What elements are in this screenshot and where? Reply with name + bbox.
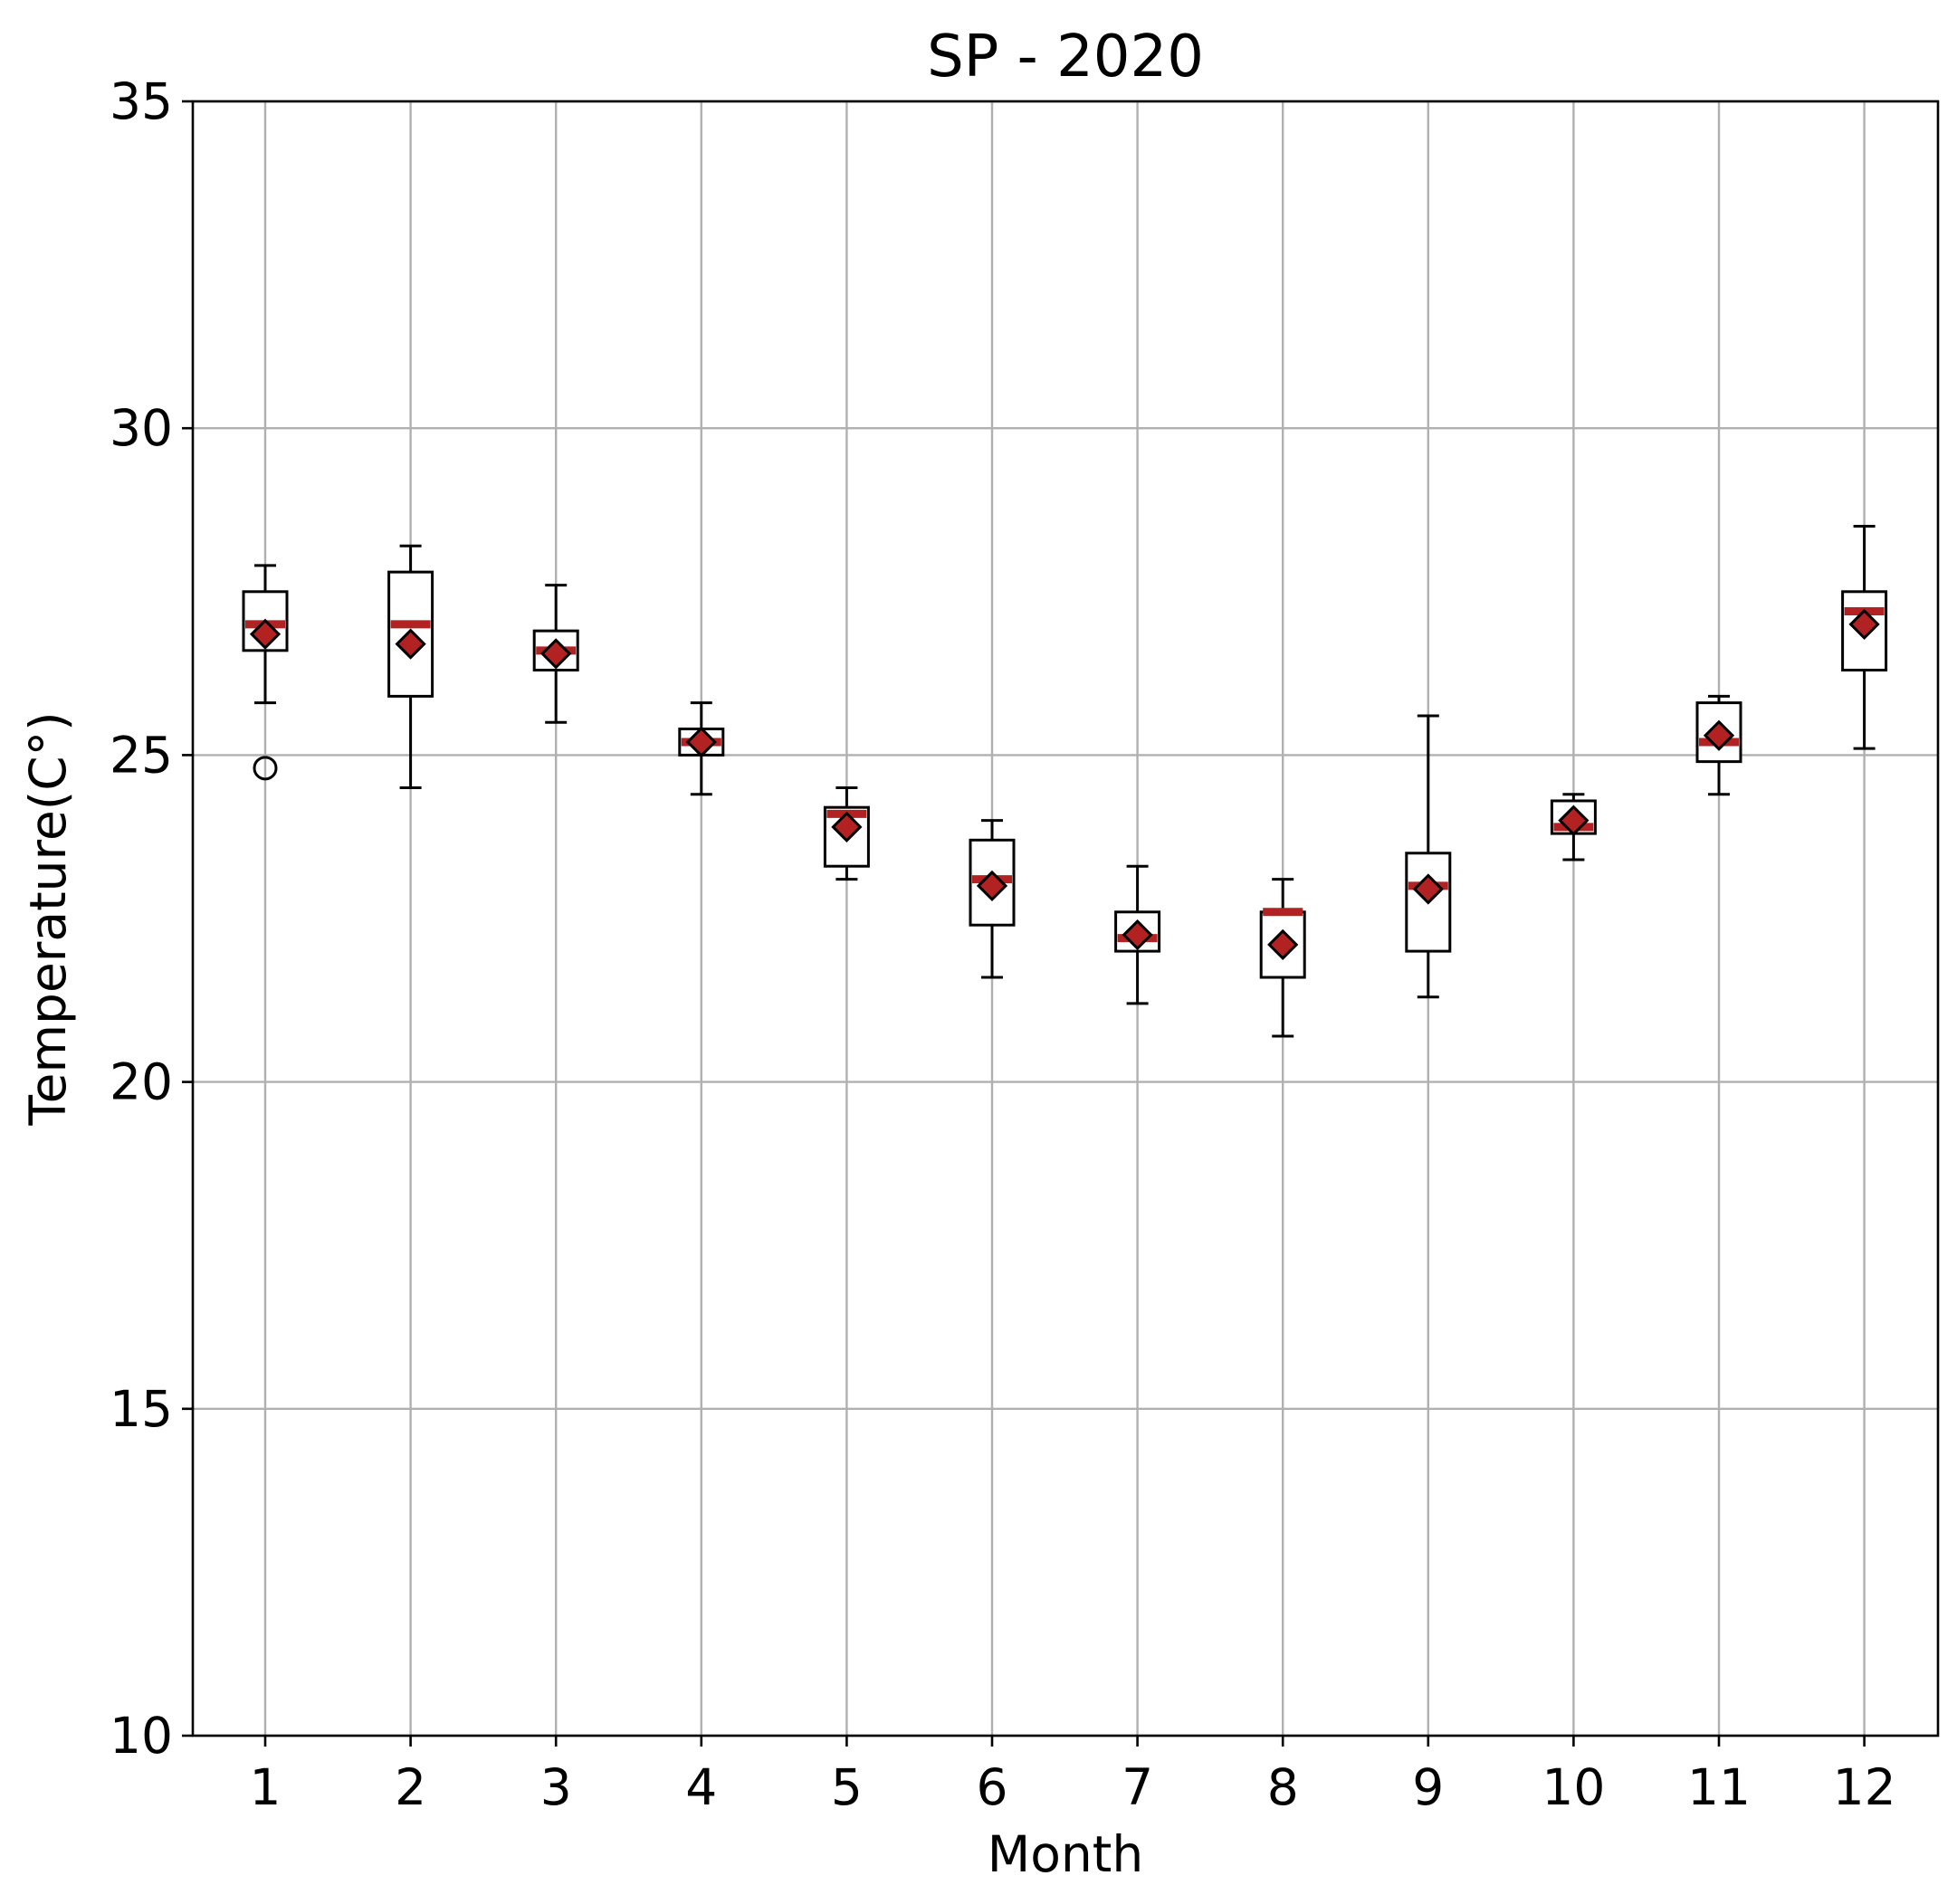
plot-area-frame [191, 100, 1940, 1737]
chart-title: SP - 2020 [927, 24, 1204, 90]
box-group [823, 786, 870, 881]
mean-marker [1848, 608, 1880, 641]
x-tick-label: 8 [1267, 1758, 1299, 1816]
boxes-layer [242, 525, 1888, 1038]
x-tick-label: 10 [1542, 1758, 1605, 1816]
x-tick-label: 9 [1412, 1758, 1444, 1816]
box-group [1841, 525, 1888, 750]
y-tick-label: 10 [110, 1707, 173, 1765]
mean-marker [540, 638, 572, 670]
box-group [678, 701, 725, 796]
x-tick-label: 7 [1122, 1758, 1153, 1816]
box-group [1405, 714, 1452, 999]
box-group [969, 819, 1016, 979]
x-axis-label: Month [988, 1825, 1143, 1883]
y-tick-label: 25 [110, 726, 173, 784]
x-ticks-layer: 1 2 3 4 5 6 7 8 9 10 11 12 [250, 1736, 1896, 1816]
y-tick-label: 30 [110, 399, 173, 457]
y-tick-label: 20 [110, 1053, 173, 1111]
mean-marker [831, 811, 863, 843]
y-tick-label: 15 [110, 1380, 173, 1438]
x-tick-label: 2 [395, 1758, 426, 1816]
mean-marker [1267, 928, 1299, 961]
y-axis-label: Temperature(C°) [19, 711, 77, 1126]
box-group [1259, 878, 1306, 1038]
y-ticks-layer: 10 15 20 25 30 35 [110, 72, 193, 1765]
mean-marker [1558, 804, 1589, 836]
x-tick-label: 6 [977, 1758, 1008, 1816]
x-tick-label: 3 [540, 1758, 572, 1816]
outlier-point [253, 756, 278, 781]
box-group [1550, 793, 1597, 862]
x-tick-label: 4 [685, 1758, 717, 1816]
box-group [242, 564, 289, 781]
mean-marker [685, 726, 717, 758]
x-tick-label: 11 [1687, 1758, 1751, 1816]
box-group [387, 544, 434, 790]
mean-marker [1122, 919, 1153, 951]
x-tick-label: 1 [250, 1758, 282, 1816]
box-group [1695, 694, 1742, 796]
mean-marker [976, 870, 1008, 902]
box-group [532, 584, 579, 724]
mean-marker [395, 628, 426, 660]
grid-layer [193, 100, 1938, 1737]
mean-marker [1412, 873, 1444, 905]
y-tick-label: 35 [110, 72, 173, 130]
mean-marker [249, 618, 282, 650]
x-tick-label: 5 [831, 1758, 863, 1816]
x-tick-label: 12 [1833, 1758, 1896, 1816]
mean-marker [1703, 719, 1735, 751]
box-group [1114, 864, 1161, 1005]
iqr-box [1405, 852, 1452, 953]
